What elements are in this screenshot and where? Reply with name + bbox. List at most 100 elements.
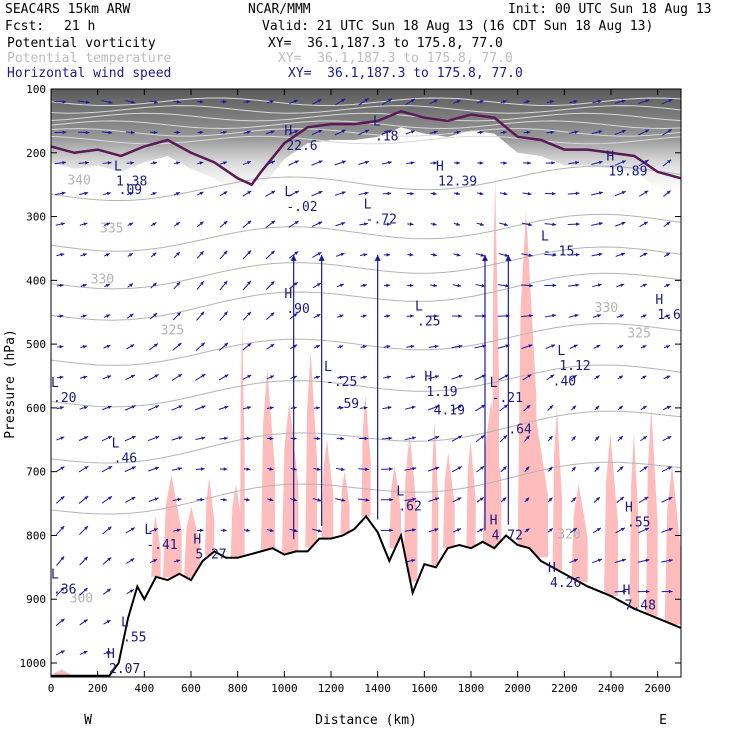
wind-vector-head	[341, 160, 346, 164]
wind-vector-head	[412, 466, 417, 471]
wind-vector-head	[270, 375, 275, 379]
wind-vector-head	[246, 467, 251, 471]
wind-vector-head	[456, 100, 461, 104]
pv-extremum-value: .09	[119, 183, 142, 198]
wind-vector-head	[528, 344, 533, 348]
wind-vector-head	[386, 344, 391, 349]
wind-vector-head	[318, 191, 323, 195]
wind-vector-head	[154, 497, 159, 501]
wind-vector-head	[409, 222, 414, 226]
wind-vector-head	[341, 191, 346, 195]
wind-vector-head	[60, 253, 65, 257]
x-tick-label: 1600	[411, 682, 438, 695]
updraft-vector-head	[318, 254, 325, 261]
wind-vector-head	[571, 436, 576, 441]
x-tick-label: 800	[228, 682, 248, 695]
x-tick-label: 1800	[458, 682, 485, 695]
wind-vector-head	[435, 405, 440, 409]
wind-vector-head	[364, 222, 368, 226]
y-tick-label: 900	[26, 593, 46, 606]
wind-vector-head	[315, 375, 320, 380]
wind-vector-head	[83, 650, 88, 655]
pv-extremum-type: L	[51, 567, 59, 582]
wind-vector-head	[61, 191, 66, 195]
wind-vector-head	[316, 283, 321, 287]
wind-vector-head	[317, 99, 322, 103]
wind-vector-head	[644, 496, 649, 501]
wind-vector-head	[457, 497, 462, 501]
wind-vector-head	[152, 222, 157, 226]
stratosphere-shading	[51, 89, 681, 201]
wind-vector-field	[54, 98, 673, 656]
wind-vector-head	[643, 221, 648, 226]
wind-vector-head	[619, 314, 624, 318]
wind-vector-head	[529, 314, 533, 318]
wind-vector-head	[293, 99, 298, 104]
wind-vector-head	[364, 436, 369, 441]
theta-contour	[51, 246, 681, 290]
theta-contour	[51, 213, 681, 252]
wind-vector-head	[665, 314, 670, 318]
y-tick-label: 700	[26, 466, 46, 479]
wind-vector-head	[667, 436, 672, 440]
wind-vector-head	[364, 191, 369, 196]
wind-vector-head	[59, 314, 64, 318]
wind-vector-head	[409, 253, 414, 257]
wind-vector-head	[246, 528, 251, 532]
wind-vector-head	[666, 375, 671, 379]
wind-vector-head	[595, 466, 600, 471]
pv-extremum-value: 5.27	[195, 547, 226, 562]
wind-vector-head	[667, 466, 672, 470]
x-tick-label: 2000	[504, 682, 531, 695]
wind-vector-head	[619, 436, 623, 440]
wind-vector-head	[620, 527, 625, 532]
wind-vector-head	[502, 130, 507, 135]
wind-vector-head	[153, 528, 158, 532]
wind-vector-head	[433, 283, 438, 288]
wind-vector-head	[199, 99, 204, 104]
wind-vector-head	[502, 497, 507, 502]
wind-vector-head	[668, 527, 673, 532]
wind-vector-head	[550, 374, 555, 379]
wind-vector-head	[362, 345, 367, 349]
wind-vector-head	[247, 161, 252, 165]
wind-vector-head	[363, 375, 367, 380]
wind-vector-head	[527, 192, 532, 196]
wind-vector-head	[59, 375, 64, 380]
wind-vector-head	[82, 314, 87, 318]
wind-vector-head	[107, 496, 112, 500]
pv-region	[205, 478, 215, 556]
wind-vector-head	[270, 100, 274, 104]
wind-vector-head	[412, 497, 417, 502]
wind-vector-head	[410, 98, 415, 103]
wind-vector-head	[503, 404, 508, 409]
wind-vector-head	[105, 284, 110, 288]
pv-extremum-value: 2.07	[109, 662, 140, 677]
wind-vector-head	[131, 405, 136, 409]
wind-vector-head	[575, 191, 580, 196]
wind-vector-head	[574, 314, 579, 318]
wind-vector-head	[365, 467, 369, 471]
wind-vector-head	[667, 159, 672, 164]
wind-vector-head	[129, 192, 134, 196]
wind-vector-head	[479, 191, 484, 196]
wind-vector-head	[549, 405, 554, 409]
pv-extremum-value: .25	[417, 315, 440, 330]
pv-region	[184, 506, 201, 579]
wind-vector-head	[129, 222, 134, 227]
wind-vector-head	[223, 130, 227, 135]
wind-vector-head	[83, 587, 88, 592]
wind-vector-head	[596, 527, 601, 532]
updraft-vector-head	[290, 254, 297, 261]
valid-time: Valid: 21 UTC Sun 18 Aug 13 (16 CDT Sun …	[262, 19, 654, 34]
wind-vector-head	[270, 130, 275, 134]
wind-vector-head	[411, 405, 416, 410]
wind-vector-head	[621, 99, 626, 103]
wind-vector-head	[434, 314, 438, 318]
wind-vector-head	[644, 190, 649, 195]
wind-vector-head	[224, 374, 229, 378]
wind-vector-head	[318, 160, 323, 164]
wind-vector-head	[153, 130, 158, 135]
wind-vector-head	[177, 497, 182, 502]
wind-vector-head	[107, 161, 112, 165]
